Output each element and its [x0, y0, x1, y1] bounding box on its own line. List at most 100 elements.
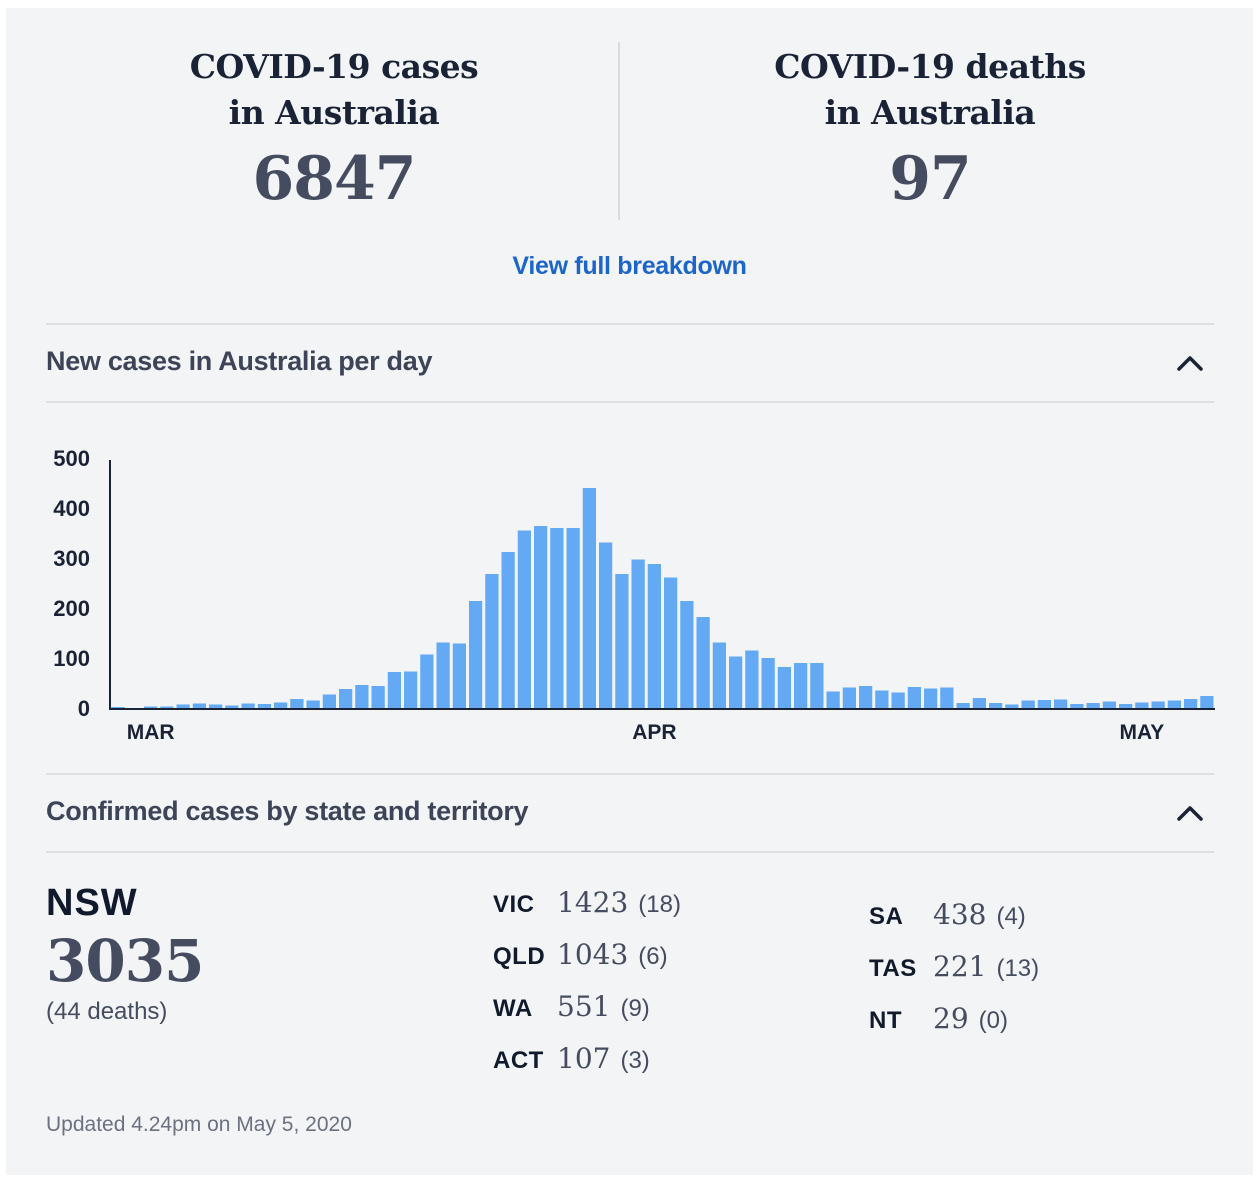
state-deaths: (4)	[996, 903, 1026, 930]
state-row-nt: NT 29 (0)	[869, 1002, 1008, 1042]
y-tick-label: 400	[53, 496, 90, 521]
bar	[1005, 704, 1019, 708]
divider	[46, 773, 1214, 775]
bar	[891, 692, 905, 708]
bar	[485, 574, 499, 708]
y-tick-label: 0	[78, 696, 90, 721]
cases-value: 6847	[252, 144, 417, 214]
bar	[631, 559, 645, 708]
bar	[664, 577, 678, 708]
deaths-title: COVID-19 deaths in Australia	[774, 47, 1086, 132]
bar	[404, 671, 418, 708]
bar	[111, 707, 125, 708]
state-cases: 107	[557, 1042, 611, 1075]
bar	[339, 689, 353, 708]
bar	[534, 526, 548, 708]
state-row-vic: VIC 1423 (18)	[493, 886, 681, 926]
state-name: TAS	[869, 955, 917, 982]
x-tick-label: MAR	[127, 721, 175, 744]
bar	[501, 552, 515, 708]
bar	[794, 663, 808, 708]
new-cases-section-title: New cases in Australia per day	[46, 346, 433, 376]
divider	[46, 401, 1214, 403]
bar	[1037, 700, 1051, 708]
bar	[355, 685, 369, 708]
bar	[452, 643, 466, 708]
x-tick-label: APR	[632, 721, 676, 744]
bar	[274, 702, 288, 708]
bar	[387, 672, 401, 708]
bar	[956, 703, 970, 708]
featured-state-nsw: NSW 3035 (44 deaths)	[46, 880, 204, 1026]
bar	[1135, 702, 1149, 708]
state-row-act: ACT 107 (3)	[493, 1042, 650, 1082]
deaths-stat: COVID-19 deaths in Australia 97	[650, 44, 1210, 216]
states-section-title: Confirmed cases by state and territory	[46, 796, 529, 826]
bar	[209, 704, 223, 708]
state-cases: 1423	[557, 886, 629, 919]
bar	[1200, 696, 1214, 708]
state-row-wa: WA 551 (9)	[493, 990, 650, 1030]
chevron-up-icon[interactable]	[1176, 804, 1204, 822]
bar	[1184, 699, 1198, 708]
new-cases-section-header[interactable]: New cases in Australia per day	[46, 326, 1214, 402]
state-name: SA	[869, 903, 904, 930]
bar	[1070, 704, 1084, 708]
bar	[826, 691, 840, 708]
bar	[647, 564, 661, 708]
bar	[144, 706, 158, 708]
bar	[680, 601, 694, 708]
bar	[566, 528, 580, 708]
bar	[550, 528, 564, 708]
bar	[192, 703, 206, 708]
state-cases: 438	[933, 898, 987, 931]
bar	[599, 542, 613, 708]
bar	[859, 686, 873, 708]
states-section-header[interactable]: Confirmed cases by state and territory	[46, 776, 1214, 852]
view-full-breakdown-link[interactable]: View full breakdown	[512, 252, 747, 280]
bar	[420, 654, 434, 708]
x-tick-label: MAY	[1120, 721, 1165, 744]
bar	[176, 704, 190, 708]
bar	[1167, 700, 1181, 708]
state-cases: 221	[933, 950, 987, 983]
bar	[517, 530, 531, 708]
divider	[46, 323, 1214, 325]
state-deaths: (44 deaths)	[46, 998, 168, 1025]
cases-stat: COVID-19 cases in Australia 6847	[54, 44, 614, 216]
bar	[875, 690, 889, 708]
covid-summary-card: COVID-19 cases in Australia 6847 COVID-1…	[6, 8, 1253, 1175]
state-cases: 29	[933, 1002, 969, 1035]
state-deaths: (6)	[638, 943, 668, 970]
state-deaths: (18)	[638, 891, 681, 918]
bar	[1086, 703, 1100, 708]
bar	[1151, 701, 1165, 708]
bar	[615, 574, 629, 708]
state-deaths: (13)	[996, 955, 1040, 982]
state-deaths: (9)	[620, 995, 650, 1022]
deaths-value: 97	[889, 144, 972, 214]
bar	[1054, 699, 1068, 708]
state-deaths: (3)	[620, 1047, 650, 1074]
state-row-sa: SA 438 (4)	[869, 898, 1026, 938]
y-tick-label: 200	[53, 596, 90, 621]
bar	[1102, 701, 1116, 708]
bar	[582, 488, 596, 708]
y-tick-label: 300	[53, 546, 90, 571]
bar	[989, 703, 1003, 708]
bar	[729, 656, 743, 708]
bar	[712, 642, 726, 708]
state-name: NT	[869, 1007, 902, 1034]
bar	[972, 698, 986, 708]
bar	[290, 699, 304, 708]
state-cases: 551	[557, 990, 611, 1023]
updated-timestamp: Updated 4.24pm on May 5, 2020	[46, 1113, 352, 1136]
state-name: QLD	[493, 943, 546, 970]
y-tick-label: 100	[53, 646, 90, 671]
chevron-up-icon[interactable]	[1176, 354, 1204, 372]
bar	[257, 704, 271, 708]
stat-divider	[618, 42, 620, 220]
bar	[371, 686, 385, 708]
bar	[241, 703, 255, 708]
state-row-qld: QLD 1043 (6)	[493, 938, 668, 978]
